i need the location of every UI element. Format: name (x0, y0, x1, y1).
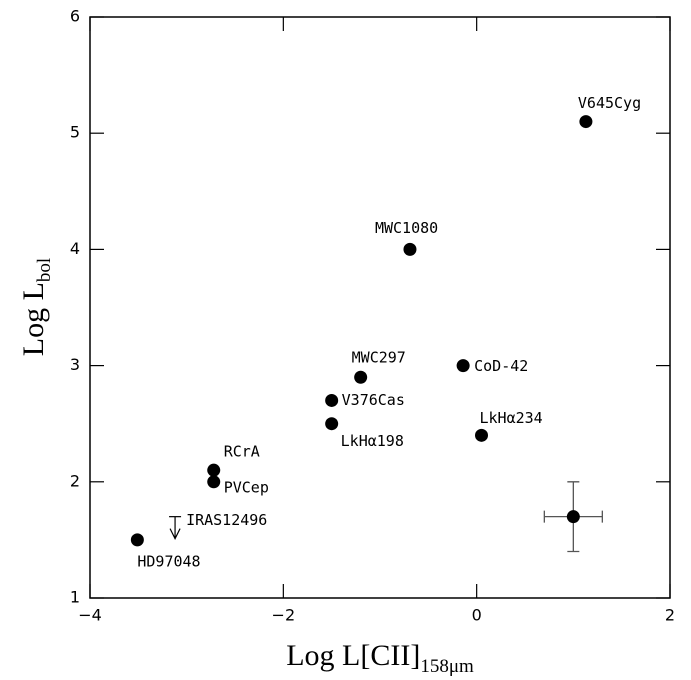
data-point (456, 359, 470, 373)
data-point (207, 463, 221, 477)
point-label: PVCep (224, 478, 269, 496)
point-label: RCrA (224, 443, 260, 461)
y-tick-label: 5 (70, 123, 80, 142)
x-tick-label: −2 (272, 606, 296, 625)
data-point (130, 533, 144, 547)
y-label-sub: bol (34, 258, 55, 282)
point-label: MWC1080 (375, 219, 438, 237)
x-tick-label: 0 (472, 606, 482, 625)
y-tick-label: 4 (70, 239, 80, 258)
x-axis-label: Log L[CII]158μm (286, 639, 474, 677)
y-tick-label: 6 (70, 7, 80, 26)
y-tick-label: 3 (70, 355, 80, 374)
upper-limit-label: IRAS12496 (186, 511, 267, 529)
y-axis-label: Log Lbol (17, 258, 55, 356)
data-point (475, 428, 488, 442)
point-label: HD97048 (137, 552, 200, 570)
data-point (403, 242, 417, 256)
point-label: LkHα234 (480, 409, 543, 427)
x-tick-label: −4 (78, 606, 102, 625)
y-label-main: Log L (17, 282, 50, 356)
point-label: V645Cyg (578, 94, 641, 112)
error-sample-point (566, 510, 580, 524)
data-point (354, 370, 368, 384)
point-label: CoD-42 (474, 357, 528, 375)
plot-frame (89, 16, 671, 599)
point-label: V376Cas (342, 391, 405, 409)
upper-limit-arrow (169, 516, 181, 541)
y-tick-label: 1 (70, 588, 80, 607)
data-point (325, 393, 339, 407)
data-point (579, 115, 593, 129)
point-label: LkHα198 (341, 432, 404, 450)
data-point (207, 475, 221, 489)
point-label: MWC297 (352, 349, 406, 367)
y-tick-label: 2 (70, 471, 80, 490)
x-label-main: Log L[CII] (286, 639, 420, 672)
x-tick-label: 2 (665, 606, 675, 625)
data-point (325, 417, 339, 431)
x-label-sub: 158μm (420, 656, 474, 677)
